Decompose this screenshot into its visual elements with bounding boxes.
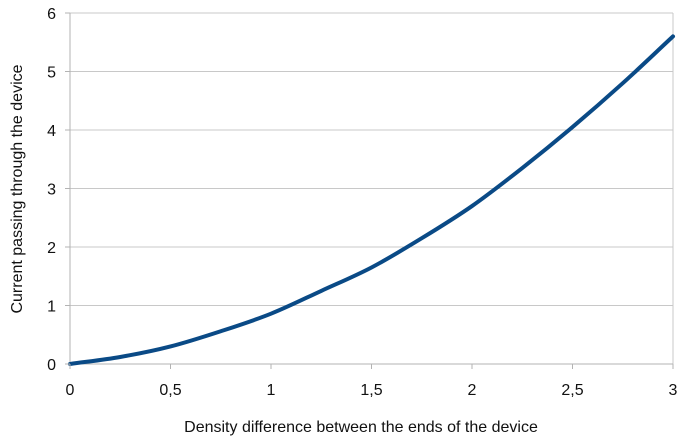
series-layer bbox=[68, 34, 675, 366]
x-tick-label: 0 bbox=[66, 382, 75, 399]
y-tick-label: 0 bbox=[47, 357, 56, 374]
y-axis-label: Current passing through the device bbox=[9, 64, 26, 313]
y-axis-ticks: 0 1 2 3 4 5 6 bbox=[47, 6, 70, 374]
y-tick-label: 1 bbox=[47, 299, 56, 316]
x-axis-ticks: 0 0,5 1 1,5 2 2,5 3 bbox=[66, 364, 678, 399]
y-tick-label: 5 bbox=[47, 65, 56, 82]
x-axis-label: Density difference between the ends of t… bbox=[184, 419, 538, 436]
x-tick-label: 3 bbox=[669, 382, 678, 399]
x-tick-label: 1 bbox=[267, 382, 276, 399]
x-tick-label: 2 bbox=[468, 382, 477, 399]
grid-lines bbox=[70, 12, 673, 365]
series-line bbox=[68, 34, 675, 366]
y-tick-label: 3 bbox=[47, 182, 56, 199]
y-tick-label: 4 bbox=[47, 123, 56, 140]
x-tick-label: 2,5 bbox=[561, 382, 583, 399]
x-tick-label: 1,5 bbox=[360, 382, 382, 399]
y-tick-label: 2 bbox=[47, 240, 56, 257]
x-tick-label: 0,5 bbox=[159, 382, 181, 399]
y-tick-label: 6 bbox=[47, 6, 56, 23]
